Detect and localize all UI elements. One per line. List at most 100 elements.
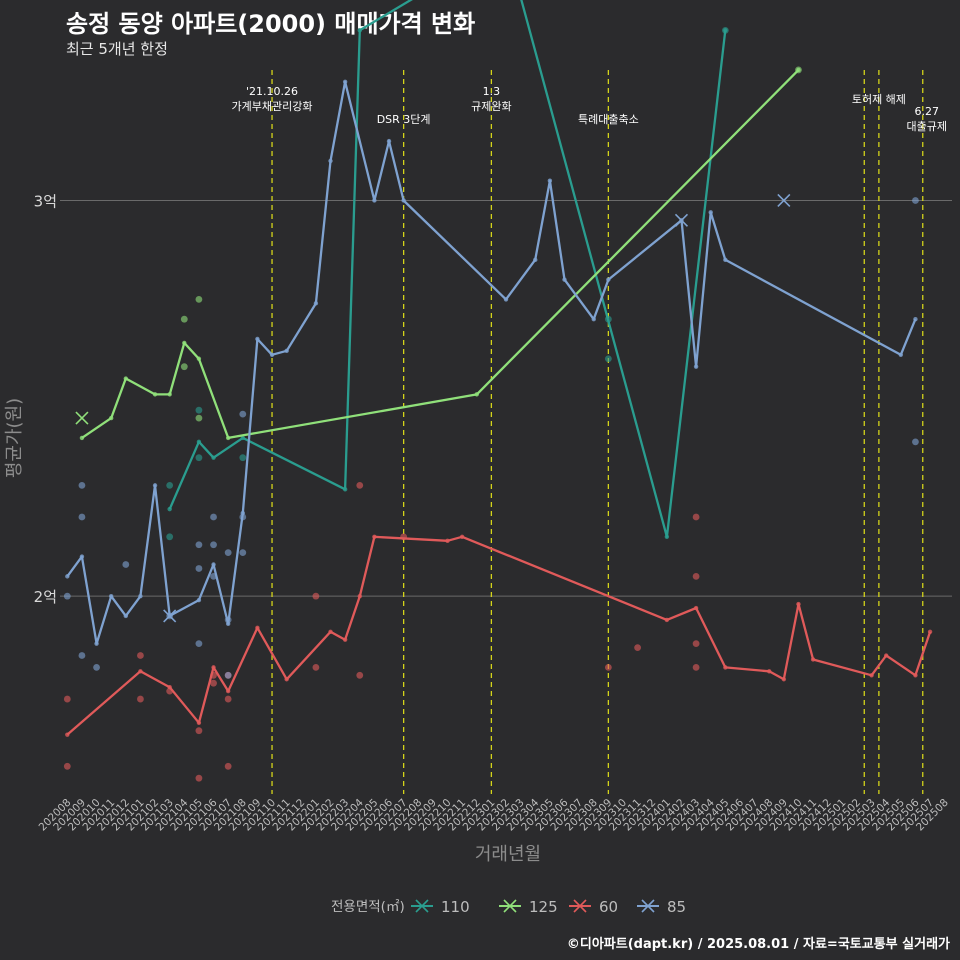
data-point	[180, 363, 188, 371]
line-vertex	[284, 677, 289, 682]
line-vertex	[357, 593, 362, 599]
line-vertex	[167, 684, 172, 690]
line-vertex	[767, 669, 772, 674]
series-line	[168, 0, 727, 538]
data-point	[166, 481, 174, 489]
line-vertex	[723, 665, 728, 670]
line-vertex	[693, 364, 699, 369]
line-vertex	[664, 617, 670, 623]
data-point	[63, 762, 71, 770]
line-vertex	[79, 435, 85, 441]
y-tick-label: 3억	[34, 192, 57, 210]
source-footer: ©디아파트(dapt.kr) / 2025.08.01 / 자료=국토교통부 실…	[566, 937, 950, 952]
line-vertex	[225, 435, 231, 441]
data-point	[78, 652, 86, 659]
line-vertex	[196, 439, 202, 445]
data-point	[224, 695, 232, 703]
data-point	[210, 541, 217, 549]
data-point	[210, 513, 217, 521]
line-vertex	[196, 356, 202, 361]
line-vertex	[123, 613, 129, 619]
data-point	[93, 663, 100, 671]
line-vertex	[913, 316, 918, 322]
chart-title: 송정 동양 아파트(2000) 매매가격 변화	[66, 10, 476, 38]
data-point	[312, 592, 320, 600]
legend-key-110: 110	[411, 898, 470, 916]
y-axis-label: 평균가(원)	[4, 398, 25, 478]
legend: 전용면적(㎡) 110 125 60 85	[331, 898, 686, 916]
event-label: 규제완화	[471, 100, 511, 113]
event-label: 1.3	[483, 85, 501, 98]
line-vertex	[94, 641, 99, 646]
data-point	[224, 671, 232, 679]
line-vertex	[196, 597, 202, 603]
series-85	[63, 79, 919, 679]
line-vertex	[591, 316, 596, 322]
legend-label: 125	[529, 898, 558, 916]
line-vertex	[342, 79, 348, 84]
grid-layer	[60, 199, 952, 597]
data-point	[63, 592, 71, 600]
line-vertex	[65, 732, 70, 737]
line-vertex	[313, 301, 319, 306]
line-vertex	[796, 601, 801, 607]
line-vertex	[913, 673, 918, 678]
line-vertex	[328, 629, 333, 634]
data-point	[210, 679, 217, 687]
line-vertex	[664, 534, 670, 540]
line-vertex	[372, 198, 377, 203]
line-vertex	[708, 210, 713, 215]
line-vertex	[167, 506, 172, 512]
data-point	[604, 663, 612, 671]
legend-key-60: 60	[569, 898, 618, 916]
line-vertex	[372, 534, 377, 540]
legend-label: 85	[667, 898, 686, 916]
data-point	[195, 640, 203, 648]
data-point	[239, 549, 247, 557]
y-tick-label: 2억	[34, 588, 57, 606]
line-vertex	[459, 534, 465, 540]
line-vertex	[211, 665, 216, 670]
line-vertex	[240, 510, 245, 516]
cross-marker	[777, 193, 791, 208]
line-vertex	[503, 297, 509, 302]
data-point	[137, 695, 144, 703]
line-vertex	[211, 455, 216, 460]
event-label: 대출규제	[907, 120, 947, 133]
line-vertex	[533, 257, 538, 263]
data-point	[195, 454, 203, 462]
series-110	[166, 0, 729, 541]
data-point	[692, 513, 700, 521]
line-vertex	[328, 158, 333, 164]
line-vertex	[255, 336, 260, 342]
series-layer	[63, 0, 933, 782]
data-point	[356, 481, 364, 489]
data-point	[137, 652, 144, 659]
data-point	[195, 565, 203, 572]
line-vertex	[723, 28, 728, 33]
data-point	[239, 410, 247, 418]
data-point	[634, 644, 642, 651]
cross-marker	[75, 411, 89, 425]
data-point	[312, 663, 320, 671]
data-point	[195, 727, 203, 735]
data-point	[122, 561, 130, 568]
cross-marker	[674, 213, 689, 227]
line-vertex	[342, 487, 348, 492]
legend-label: 60	[599, 898, 618, 916]
line-vertex	[211, 562, 216, 567]
line-vertex	[357, 28, 362, 33]
line-vertex	[723, 257, 728, 263]
event-label: 가계부채관리강화	[232, 100, 313, 113]
data-point	[195, 296, 203, 303]
series-line	[81, 69, 800, 440]
data-point	[195, 774, 203, 782]
line-vertex	[445, 538, 450, 543]
line-vertex	[693, 605, 699, 611]
line-vertex	[606, 277, 611, 282]
line-vertex	[342, 637, 348, 642]
data-point	[195, 414, 203, 422]
event-label: 특례대출축소	[578, 113, 639, 126]
